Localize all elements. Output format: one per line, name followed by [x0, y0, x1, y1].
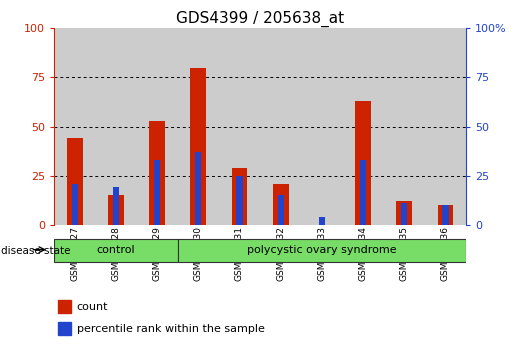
Bar: [195, 152, 201, 225]
Bar: [58, 300, 71, 313]
Bar: [136, 28, 178, 225]
Bar: [113, 188, 119, 225]
Bar: [58, 322, 71, 335]
Bar: [95, 28, 136, 225]
Text: control: control: [97, 245, 135, 256]
FancyBboxPatch shape: [54, 239, 178, 262]
Title: GDS4399 / 205638_at: GDS4399 / 205638_at: [176, 11, 344, 27]
Bar: [360, 160, 366, 225]
Bar: [72, 183, 78, 225]
Bar: [260, 28, 301, 225]
Bar: [67, 138, 82, 225]
Bar: [191, 68, 206, 225]
Text: count: count: [77, 302, 108, 312]
Bar: [438, 205, 453, 225]
Bar: [108, 195, 124, 225]
Bar: [355, 101, 371, 225]
Bar: [278, 195, 284, 225]
Bar: [401, 203, 407, 225]
Text: polycystic ovary syndrome: polycystic ovary syndrome: [247, 245, 397, 256]
Bar: [232, 168, 247, 225]
Bar: [397, 201, 412, 225]
Bar: [319, 217, 325, 225]
Bar: [149, 121, 165, 225]
Bar: [342, 28, 384, 225]
Text: disease state: disease state: [1, 246, 71, 256]
Bar: [273, 183, 288, 225]
Bar: [301, 28, 342, 225]
Bar: [384, 28, 425, 225]
Bar: [154, 160, 160, 225]
FancyBboxPatch shape: [178, 239, 466, 262]
Bar: [236, 176, 243, 225]
Bar: [219, 28, 260, 225]
Bar: [442, 205, 449, 225]
Bar: [54, 28, 95, 225]
Text: percentile rank within the sample: percentile rank within the sample: [77, 324, 265, 334]
Bar: [178, 28, 219, 225]
Bar: [425, 28, 466, 225]
